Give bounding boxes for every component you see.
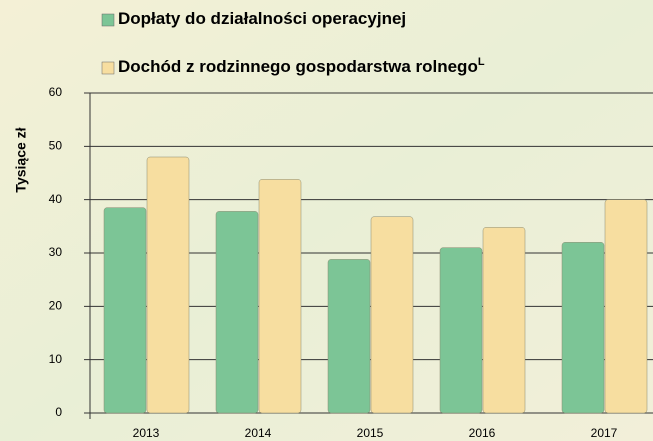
bar	[439, 247, 483, 414]
bar	[370, 216, 414, 414]
x-tick-label: 2017	[591, 426, 618, 440]
bar	[604, 199, 648, 414]
bar	[561, 242, 605, 414]
y-tick-label: 60	[49, 85, 63, 99]
bar	[258, 179, 302, 414]
legend-text: Dochód z rodzinnego gospodarstwa rolnego	[118, 57, 478, 76]
x-tick-label: 2016	[469, 426, 496, 440]
y-tick-label: 30	[49, 245, 63, 259]
x-tick-label: 2015	[357, 426, 384, 440]
x-tick-label: 2014	[245, 426, 272, 440]
y-tick-label: 10	[49, 352, 63, 366]
y-tick-label: 50	[49, 139, 63, 153]
y-axis-label: Tysiące zł	[13, 127, 29, 192]
legend-label: Dopłaty do działalności operacyjnej	[118, 9, 406, 28]
x-tick-label: 2013	[133, 426, 160, 440]
y-tick-label: 40	[49, 192, 63, 206]
legend-swatch	[101, 61, 115, 75]
legend-footnote: L	[478, 56, 485, 68]
legend-text: Dopłaty do działalności operacyjnej	[118, 9, 406, 28]
bar	[215, 211, 259, 414]
y-tick-label: 0	[55, 405, 62, 419]
y-tick-label: 20	[49, 299, 63, 313]
bar	[482, 227, 526, 414]
legend-swatch	[101, 13, 115, 27]
bar	[327, 259, 371, 414]
legend-label: Dochód z rodzinnego gospodarstwa rolnego…	[118, 56, 485, 77]
bar	[103, 207, 147, 414]
bar	[146, 156, 190, 414]
